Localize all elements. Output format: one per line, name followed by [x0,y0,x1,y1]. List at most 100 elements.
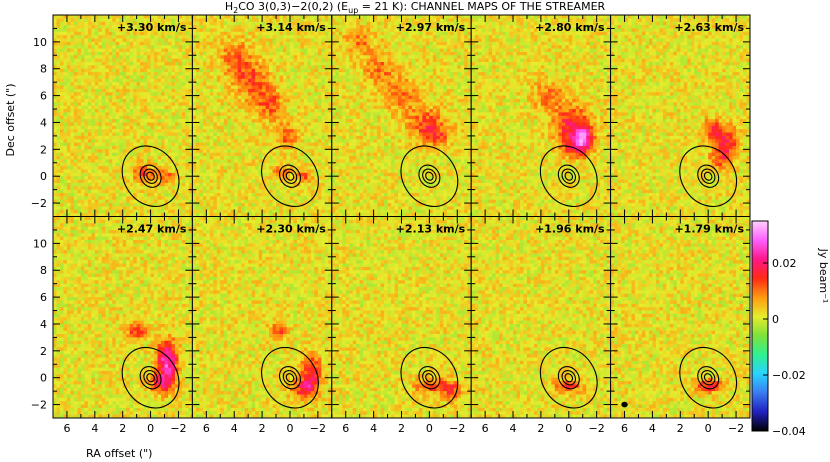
colorbar-swatch [752,380,768,383]
colorbar-swatch [752,273,768,276]
continuum-contour [121,346,180,409]
colorbar-swatch [752,324,768,327]
continuum-contour [400,145,459,207]
colorbar-swatch [752,387,768,390]
colorbar-swatch [752,334,768,337]
continuum-contour [278,366,301,390]
y-tick-label: −2 [31,399,47,412]
panel-heatmap [192,15,332,217]
colorbar-swatch [752,229,768,232]
continuum-contour [422,168,437,184]
colorbar-swatch [752,236,768,239]
colorbar-swatch [752,243,768,246]
colorbar-swatch [752,333,768,336]
colorbar-swatch [752,418,768,421]
colorbar-swatch [752,238,768,241]
colorbar-swatch [752,404,768,407]
x-tick-label: −2 [728,422,744,435]
channel-panel: +1.79 km/s 6 4 2 0 −2 [610,216,751,435]
continuum-contour [139,366,162,390]
x-tick-label: 6 [342,422,349,435]
continuum-contour [679,145,738,207]
colorbar-swatch [752,240,768,243]
x-tick-label: 4 [649,422,656,435]
colorbar-swatch [752,336,768,339]
colorbar-swatch [752,313,768,316]
continuum-contour [539,346,598,409]
continuum-contour [697,164,720,188]
colorbar-label: Jy beam⁻¹ [817,248,830,304]
y-tick-label: 8 [40,264,47,277]
continuum-contour [425,171,434,181]
x-tick-label: 6 [203,422,210,435]
y-tick-label: 4 [40,318,47,331]
continuum-contour [703,373,713,383]
y-tick-label: 10 [33,36,47,49]
x-tick-label: 0 [426,422,433,435]
colorbar-swatch [752,275,768,278]
colorbar-swatch [752,280,768,283]
continuum-contour [700,369,716,386]
colorbar-swatch [752,259,768,262]
colorbar-swatch [752,347,768,350]
channel-panels: +3.30 km/s −2 0 2 4 6 8 10 +3.14 km/s +2.97 km/s +… [31,14,751,435]
colorbar-swatch [752,340,768,343]
x-tick-label: 2 [677,422,684,435]
colorbar-swatch [752,417,768,420]
colorbar-swatch [752,355,768,358]
continuum-contour [146,373,155,383]
colorbar-swatch [752,249,768,252]
colorbar-swatch [752,266,768,269]
x-tick-label: 4 [510,422,517,435]
colorbar-swatch [752,354,768,357]
x-axis-label: RA offset (") [86,447,152,460]
colorbar-swatch [752,301,768,304]
channel-panel: +2.97 km/s [331,14,472,217]
panel-heatmap [610,216,750,418]
colorbar-swatch [752,415,768,418]
colorbar-swatch [752,294,768,297]
colorbar-swatch [752,429,768,432]
x-tick-label: 4 [231,422,238,435]
colorbar-swatch [752,390,768,393]
x-tick-label: 6 [621,422,628,435]
colorbar-swatch [752,385,768,388]
colorbar-swatch [752,376,768,379]
colorbar-swatch [752,245,768,248]
colorbar-swatch [752,327,768,330]
colorbar-swatch [752,329,768,332]
x-tick-label: −2 [449,422,465,435]
colorbar-swatch [752,261,768,264]
colorbar-swatch [752,341,768,344]
velocity-label: +2.13 km/s [396,223,466,236]
channel-panel: +2.30 km/s 6 4 2 0 −2 [191,216,333,435]
continuum-contour [561,369,577,386]
colorbar-tick-label: 0.02 [772,257,797,270]
continuum-contour [425,373,434,383]
colorbar-swatch [752,233,768,236]
channel-panel: +1.96 km/s 6 4 2 0 −2 [470,216,612,435]
velocity-label: +2.47 km/s [117,223,187,236]
continuum-contour [143,168,158,184]
colorbar-swatch [752,326,768,329]
colorbar-swatch [752,271,768,274]
x-tick-label: 4 [91,422,98,435]
colorbar-swatch [752,359,768,362]
y-tick-label: 2 [40,143,47,156]
colorbar-frame [751,220,769,432]
colorbar-swatch [752,278,768,281]
x-tick-label: 0 [705,422,712,435]
colorbar-swatch [752,226,768,229]
colorbar-swatch [752,247,768,250]
colorbar-swatch [752,348,768,351]
colorbar-swatch [752,411,768,414]
continuum-contour [557,164,580,188]
colorbar-swatch [752,250,768,253]
x-tick-label: 6 [482,422,489,435]
colorbar-swatch [752,228,768,231]
colorbar-swatch [752,221,768,224]
colorbar-swatch [752,425,768,428]
colorbar-swatch [752,406,768,409]
colorbar-swatch [752,422,768,425]
colorbar-tick-label: 0 [772,313,779,326]
